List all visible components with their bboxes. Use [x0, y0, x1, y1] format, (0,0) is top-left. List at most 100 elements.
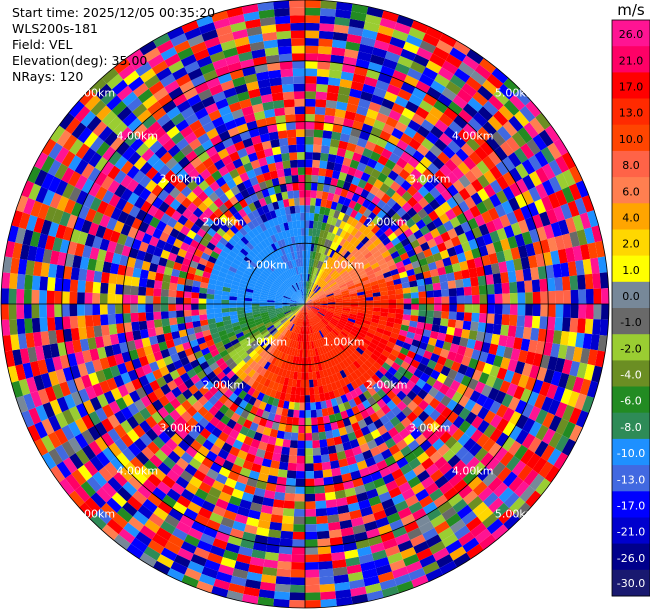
gate-cell [525, 216, 537, 232]
gate-cell [491, 67, 509, 84]
gate-cell [453, 40, 471, 56]
gate-cell [354, 230, 363, 239]
gate-cell [350, 304, 359, 307]
gate-cell [357, 312, 366, 317]
gate-cell [360, 188, 370, 199]
gate-cell [411, 260, 421, 269]
gate-cell [397, 88, 412, 101]
gate-cell [305, 297, 310, 304]
gate-cell [328, 268, 336, 276]
gate-cell [423, 323, 433, 331]
gate-cell [528, 186, 542, 202]
gate-cell [336, 236, 343, 245]
gate-cell [550, 221, 562, 238]
gate-cell [315, 99, 327, 108]
gate-cell [310, 197, 317, 206]
gate-cell [394, 241, 404, 251]
gate-cell [320, 237, 327, 247]
gate-cell [335, 300, 343, 303]
gate-cell [517, 374, 530, 389]
gate-cell [310, 292, 316, 299]
gate-cell [405, 174, 417, 186]
gate-cell [355, 58, 370, 70]
gate-cell [320, 300, 328, 303]
gate-cell [446, 184, 459, 197]
gate-cell [423, 231, 434, 242]
gate-cell [350, 127, 362, 138]
gate-cell [329, 249, 336, 258]
gate-cell [371, 318, 380, 324]
gate-cell [318, 38, 333, 47]
gate-cell [320, 8, 336, 17]
gate-cell [331, 251, 339, 260]
gate-cell [391, 127, 404, 140]
gate-cell [563, 304, 571, 318]
gate-cell [305, 297, 310, 304]
gate-cell [312, 304, 321, 307]
gate-cell [342, 181, 352, 191]
gate-cell [429, 198, 441, 211]
gate-cell [464, 295, 473, 304]
gate-cell [511, 131, 527, 148]
gate-cell [404, 144, 417, 157]
gate-cell [341, 63, 356, 74]
gate-cell [402, 257, 412, 266]
gate-cell [345, 279, 354, 286]
gate-cell [324, 223, 331, 232]
gate-cell [305, 15, 321, 24]
gate-cell [361, 28, 378, 40]
gate-cell [555, 155, 570, 173]
gate-cell [332, 226, 339, 235]
gate-cell [418, 197, 429, 209]
gate-cell [331, 170, 341, 180]
gate-cell [340, 315, 349, 321]
gate-cell [357, 291, 366, 296]
gate-cell [429, 187, 441, 199]
gate-cell [378, 282, 387, 289]
gate-cell [397, 265, 407, 274]
gate-cell [460, 142, 475, 157]
gate-cell [320, 304, 328, 307]
gate-cell [306, 266, 309, 274]
gate-cell [428, 175, 441, 187]
gate-cell [311, 236, 316, 244]
gate-cell [439, 33, 457, 48]
gate-cell [349, 290, 357, 295]
gate-cell [341, 289, 349, 295]
gate-cell [449, 47, 467, 62]
gate-cell [451, 166, 465, 180]
gate-cell [309, 282, 314, 290]
gate-cell [334, 296, 343, 300]
gate-cell [328, 185, 337, 194]
gate-cell [510, 348, 521, 361]
gate-cell [345, 242, 353, 251]
gate-cell [336, 1, 353, 12]
gate-cell [485, 323, 494, 334]
colorbar-unit: m/s [617, 1, 645, 19]
gate-cell [413, 229, 424, 240]
gate-cell [401, 191, 413, 202]
gate-cell [335, 264, 343, 272]
gate-cell [376, 219, 386, 229]
gate-cell [372, 292, 381, 297]
gate-cell [338, 283, 347, 289]
colorbar-tick-label: -1.0 [620, 316, 641, 329]
gate-cell [532, 291, 541, 304]
gate-cell [335, 227, 343, 237]
gate-cell [539, 278, 548, 292]
gate-cell [328, 224, 335, 233]
gate-cell [403, 228, 414, 238]
gate-cell [383, 329, 392, 337]
gate-cell [547, 356, 558, 371]
gate-cell [594, 240, 606, 258]
gate-cell [318, 293, 326, 298]
colorbar-tick-label: 21.0 [619, 54, 644, 67]
gate-cell [317, 278, 323, 286]
gate-cell [342, 157, 352, 167]
gate-cell [391, 202, 402, 213]
gate-cell [326, 231, 333, 241]
gate-cell [412, 202, 424, 214]
gate-cell [373, 300, 381, 304]
gate-cell [354, 320, 363, 326]
gate-cell [535, 167, 549, 184]
